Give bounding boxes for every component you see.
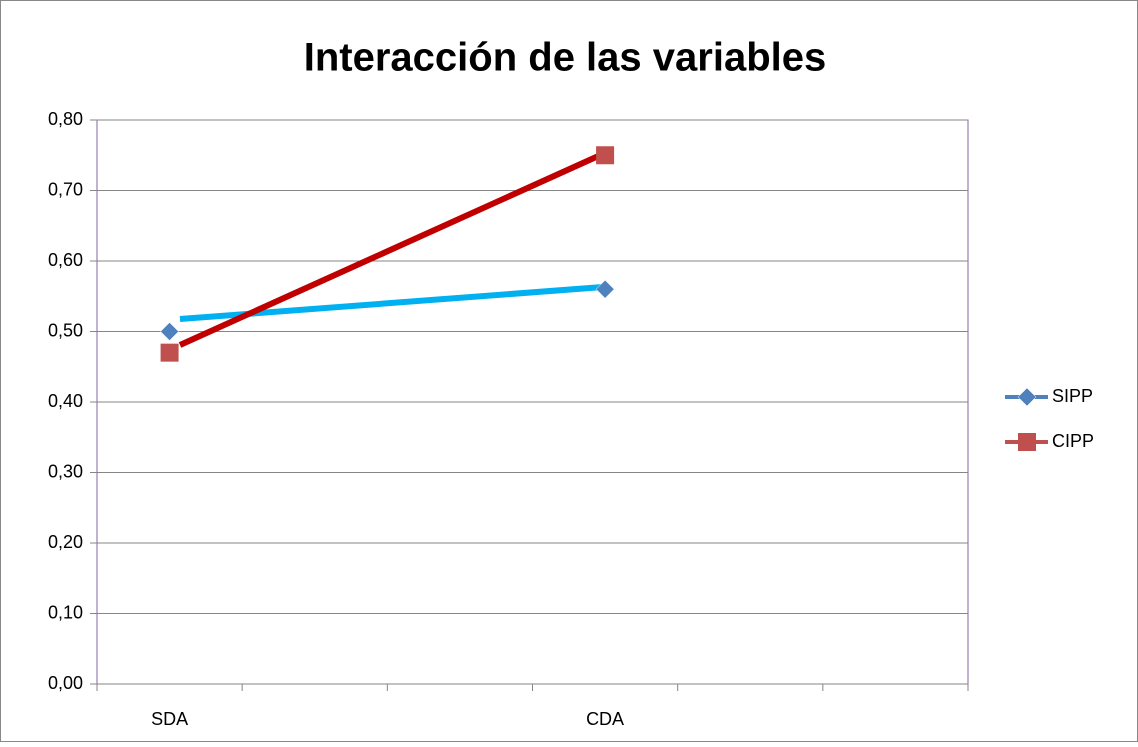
y-tick-label: 0,80 <box>48 109 83 129</box>
y-tick-label: 0,30 <box>48 461 83 481</box>
y-tick-label: 0,20 <box>48 532 83 552</box>
x-tick-label: SDA <box>151 709 188 729</box>
point <box>595 279 615 299</box>
legend-marker <box>1017 387 1037 407</box>
y-tick-label: 0,40 <box>48 391 83 411</box>
chart-title: Interacción de las variables <box>304 36 826 80</box>
x-tick-label: CDA <box>586 709 624 729</box>
point <box>160 322 179 341</box>
y-tick-label: 0,60 <box>48 250 83 270</box>
overlay-line <box>178 150 607 348</box>
point <box>160 343 179 362</box>
y-tick-label: 0,10 <box>48 602 83 622</box>
legend-marker <box>1018 433 1036 451</box>
legend-label: CIPP <box>1052 431 1094 451</box>
y-tick-label: 0,50 <box>48 320 83 340</box>
point <box>596 146 615 165</box>
y-tick-label: 0,70 <box>48 179 83 199</box>
y-tick-label: 0,00 <box>48 673 83 693</box>
legend-label: SIPP <box>1052 386 1093 406</box>
